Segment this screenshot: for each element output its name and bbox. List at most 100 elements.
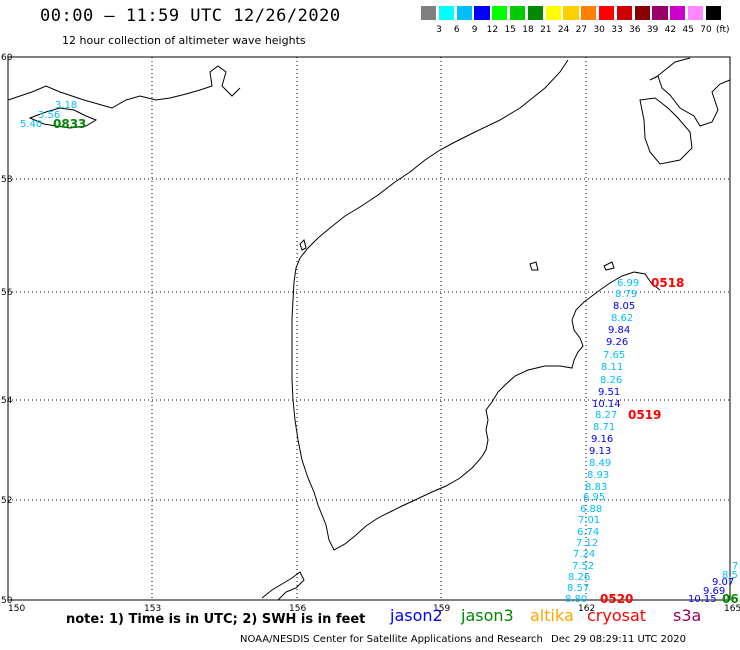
satellite-s3a: s3a xyxy=(673,606,702,625)
legend-swatch xyxy=(527,6,543,20)
satellite-cryosat: cryosat xyxy=(587,606,647,625)
legend-swatch xyxy=(581,6,597,20)
swh-value: 6.88 xyxy=(580,504,602,515)
legend-swatch xyxy=(474,6,490,20)
swh-value: 5.40 xyxy=(20,119,42,130)
pass-time-label: 0833 xyxy=(53,117,86,131)
pass-time-label: 06 xyxy=(722,592,739,606)
legend-swatch xyxy=(599,6,615,20)
longitude-tick-label: 165 xyxy=(724,604,740,614)
legend-swatch xyxy=(616,6,632,20)
legend-swatch xyxy=(652,6,668,20)
legend-swatch xyxy=(705,6,721,20)
coastline xyxy=(7,57,731,601)
legend-label: 24 xyxy=(557,25,570,35)
legend-label: 15 xyxy=(504,25,516,35)
pass-time-label: 0520 xyxy=(600,592,633,606)
satellite-jason2: jason2 xyxy=(390,606,443,625)
magadan-coast xyxy=(7,65,241,109)
island xyxy=(299,239,307,251)
satellite-altika: altika xyxy=(530,606,574,625)
swh-value: 6.95 xyxy=(583,492,605,503)
legend-label: 21 xyxy=(540,25,552,35)
paramushir-island xyxy=(261,571,305,601)
graticule xyxy=(8,57,730,600)
latitude-tick-label: 52 xyxy=(1,496,12,506)
koryak-coast xyxy=(649,57,731,127)
legend-label: 3 xyxy=(436,25,442,35)
swh-value: 7.24 xyxy=(573,549,595,560)
swh-value: 6.99 xyxy=(617,278,639,289)
legend-label: 33 xyxy=(611,25,623,35)
longitude-tick-label: 150 xyxy=(8,604,25,614)
latitude-ticks: 60 58 56 54 52 50 xyxy=(1,53,13,606)
map-subtitle: 12 hour collection of altimeter wave hei… xyxy=(62,34,306,47)
legend-swatch xyxy=(456,6,472,20)
island xyxy=(529,261,539,271)
longitude-tick-label: 159 xyxy=(433,604,450,614)
swh-value: 9.16 xyxy=(591,434,613,445)
swh-value: 7 xyxy=(732,561,738,572)
legend-swatch xyxy=(670,6,686,20)
legend-label: 27 xyxy=(575,25,588,35)
swh-value: 8.05 xyxy=(613,301,635,312)
legend-swatch xyxy=(563,6,579,20)
legend-swatch xyxy=(421,6,437,20)
swh-value: 6.74 xyxy=(577,527,599,538)
credit-line: NOAA/NESDIS Center for Satellite Applica… xyxy=(240,634,543,645)
swh-value: 3.56 xyxy=(38,110,60,121)
latitude-tick-label: 50 xyxy=(1,596,13,606)
swh-value: 7.65 xyxy=(603,350,625,361)
kamchatka-west-coast xyxy=(291,59,661,551)
pass-labels: 0833 0518 0519 0520 06 xyxy=(53,117,739,606)
legend-label: 36 xyxy=(629,25,641,35)
longitude-ticks: 150 153 156 159 162 165 xyxy=(8,604,740,614)
legend-swatch xyxy=(492,6,508,20)
legend-label: 30 xyxy=(593,25,605,35)
swh-value: 8.11 xyxy=(601,362,623,373)
legend-swatch xyxy=(438,6,454,20)
swh-value: 8.26 xyxy=(568,572,590,583)
latitude-tick-label: 54 xyxy=(1,396,13,406)
longitude-tick-label: 153 xyxy=(144,604,161,614)
swh-value: 8.27 xyxy=(595,410,617,421)
legend-label: 39 xyxy=(646,25,659,35)
swh-values: 3.183.565.40 6.998.798.058.629.849.26 7.65… xyxy=(20,100,738,605)
swh-value: 8.5 xyxy=(722,570,738,581)
legend-label: 70 xyxy=(700,25,712,35)
latitude-tick-label: 56 xyxy=(1,288,13,298)
map-title: 00:00 – 11:59 UTC 12/26/2020 xyxy=(40,6,341,26)
swh-value: 8.79 xyxy=(615,289,637,300)
swh-value: 8.62 xyxy=(611,313,633,324)
swh-value: 9.84 xyxy=(608,325,630,336)
longitude-tick-label: 162 xyxy=(578,604,595,614)
swh-value: 8.57 xyxy=(567,583,589,594)
island xyxy=(603,261,615,271)
legend-label: 9 xyxy=(471,25,478,35)
legend-swatch xyxy=(510,6,526,20)
latitude-tick-label: 58 xyxy=(1,175,13,185)
map-note: note: 1) Time is in UTC; 2) SWH is in fe… xyxy=(66,612,366,627)
swh-value: 8.26 xyxy=(600,375,622,386)
legend-label: 6 xyxy=(453,25,460,35)
swh-value: 7.12 xyxy=(576,538,598,549)
swh-value: 9.26 xyxy=(606,337,628,348)
swh-value: 3.18 xyxy=(55,100,77,111)
swh-value: 7.01 xyxy=(578,515,600,526)
swh-value: 9.13 xyxy=(589,446,611,457)
swh-value: 10.15 xyxy=(688,594,717,605)
latitude-tick-label: 60 xyxy=(1,53,13,63)
swh-value: 9.51 xyxy=(598,387,620,398)
pass-time-label: 0518 xyxy=(651,276,684,290)
swh-value: 10.14 xyxy=(592,399,621,410)
swh-value: 8.83 xyxy=(585,482,607,493)
legend-label: 18 xyxy=(522,25,534,35)
swh-value: 7.52 xyxy=(572,561,594,572)
legend-swatch xyxy=(634,6,650,20)
magadan-peninsula xyxy=(28,107,98,129)
satellite-jason3: jason3 xyxy=(461,606,514,625)
longitude-tick-label: 156 xyxy=(289,604,306,614)
swh-value: 8.49 xyxy=(589,458,611,469)
swh-value: 8.93 xyxy=(587,470,609,481)
swh-value: 9.07 xyxy=(712,577,734,588)
